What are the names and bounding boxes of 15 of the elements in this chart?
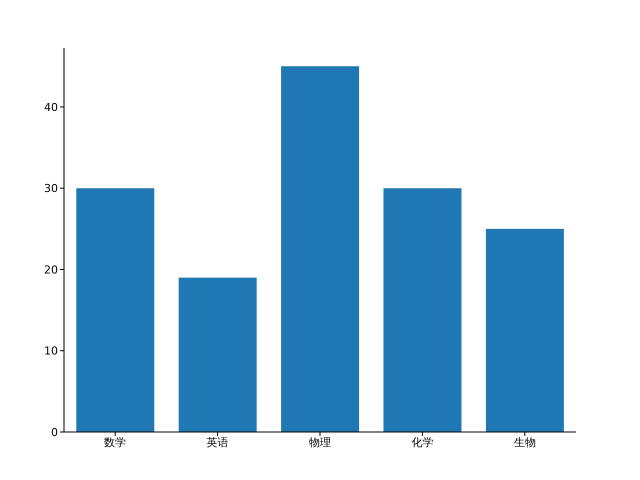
bar — [281, 66, 360, 432]
x-tick-label: 生物 — [514, 436, 536, 449]
x-tick-label: 化学 — [411, 436, 434, 449]
y-tick-label: 40 — [44, 100, 58, 114]
y-tick-label: 10 — [44, 344, 58, 358]
bar — [178, 278, 257, 432]
bar — [383, 188, 462, 432]
y-tick-label: 20 — [44, 263, 58, 276]
bar — [486, 228, 564, 432]
x-tick-label: 英语 — [206, 436, 229, 449]
x-tick-label: 数学 — [104, 436, 126, 449]
x-tick-label: 物理 — [309, 436, 331, 449]
y-tick-label: 30 — [44, 182, 58, 196]
bar — [76, 188, 154, 432]
y-tick-label: 0 — [51, 426, 58, 439]
